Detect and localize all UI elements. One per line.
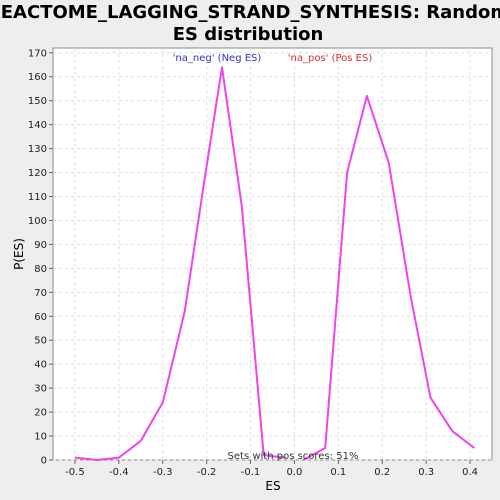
grid-lines (53, 48, 492, 461)
x-axis-label: ES (265, 479, 280, 493)
y-tick-label: 40 (34, 360, 47, 371)
x-tick-label: -0.3 (153, 467, 173, 478)
y-tick-label: 50 (34, 336, 47, 347)
y-tick-label: 150 (28, 96, 47, 107)
chart-title-line-2: ES distribution (173, 24, 324, 45)
chart-title-line-1: REACTOME_LAGGING_STRAND_SYNTHESIS: Rando… (0, 2, 500, 23)
series-line-pos (302, 94, 476, 461)
x-tick-label: 0.1 (330, 467, 346, 478)
x-tick-label: -0.5 (65, 467, 85, 478)
plot-area (52, 47, 493, 461)
x-tick-label: -0.2 (197, 467, 217, 478)
x-tick-label: 0.2 (374, 467, 390, 478)
x-tick-label: -0.1 (241, 467, 261, 478)
y-tick-label: 60 (34, 312, 47, 323)
y-tick-label: 100 (28, 216, 47, 227)
y-tick-label: 70 (34, 288, 47, 299)
y-tick-label: 30 (34, 384, 47, 395)
y-tick-label: 120 (28, 168, 47, 179)
pos-scores-annotation: Sets with pos scores: 51% (228, 451, 359, 462)
y-tick-label: 0 (41, 456, 47, 467)
x-tick-label: 0.3 (418, 467, 434, 478)
axis-ticks: 0 10 20 30 40 50 60 70 80 90 100 110 120 130 140 150 160… (28, 48, 478, 478)
y-tick-label: 130 (28, 144, 47, 155)
y-tick-label: 90 (34, 240, 47, 251)
y-tick-label: 160 (28, 72, 47, 83)
legend-item-neg: 'na_neg' (Neg ES) (173, 53, 262, 64)
x-tick-label: 0.0 (286, 467, 302, 478)
y-tick-label: 110 (28, 192, 47, 203)
y-tick-label: 20 (34, 408, 47, 419)
y-tick-label: 80 (34, 264, 47, 275)
y-tick-label: 10 (34, 432, 47, 443)
series-lines (74, 66, 476, 461)
series-line-neg (74, 66, 286, 461)
y-tick-label: 140 (28, 120, 47, 131)
y-axis-label: P(ES) (12, 238, 26, 270)
x-tick-label: 0.4 (462, 467, 478, 478)
y-tick-label: 170 (28, 48, 47, 59)
x-tick-label: -0.4 (109, 467, 129, 478)
legend-item-pos: 'na_pos' (Pos ES) (288, 53, 373, 64)
